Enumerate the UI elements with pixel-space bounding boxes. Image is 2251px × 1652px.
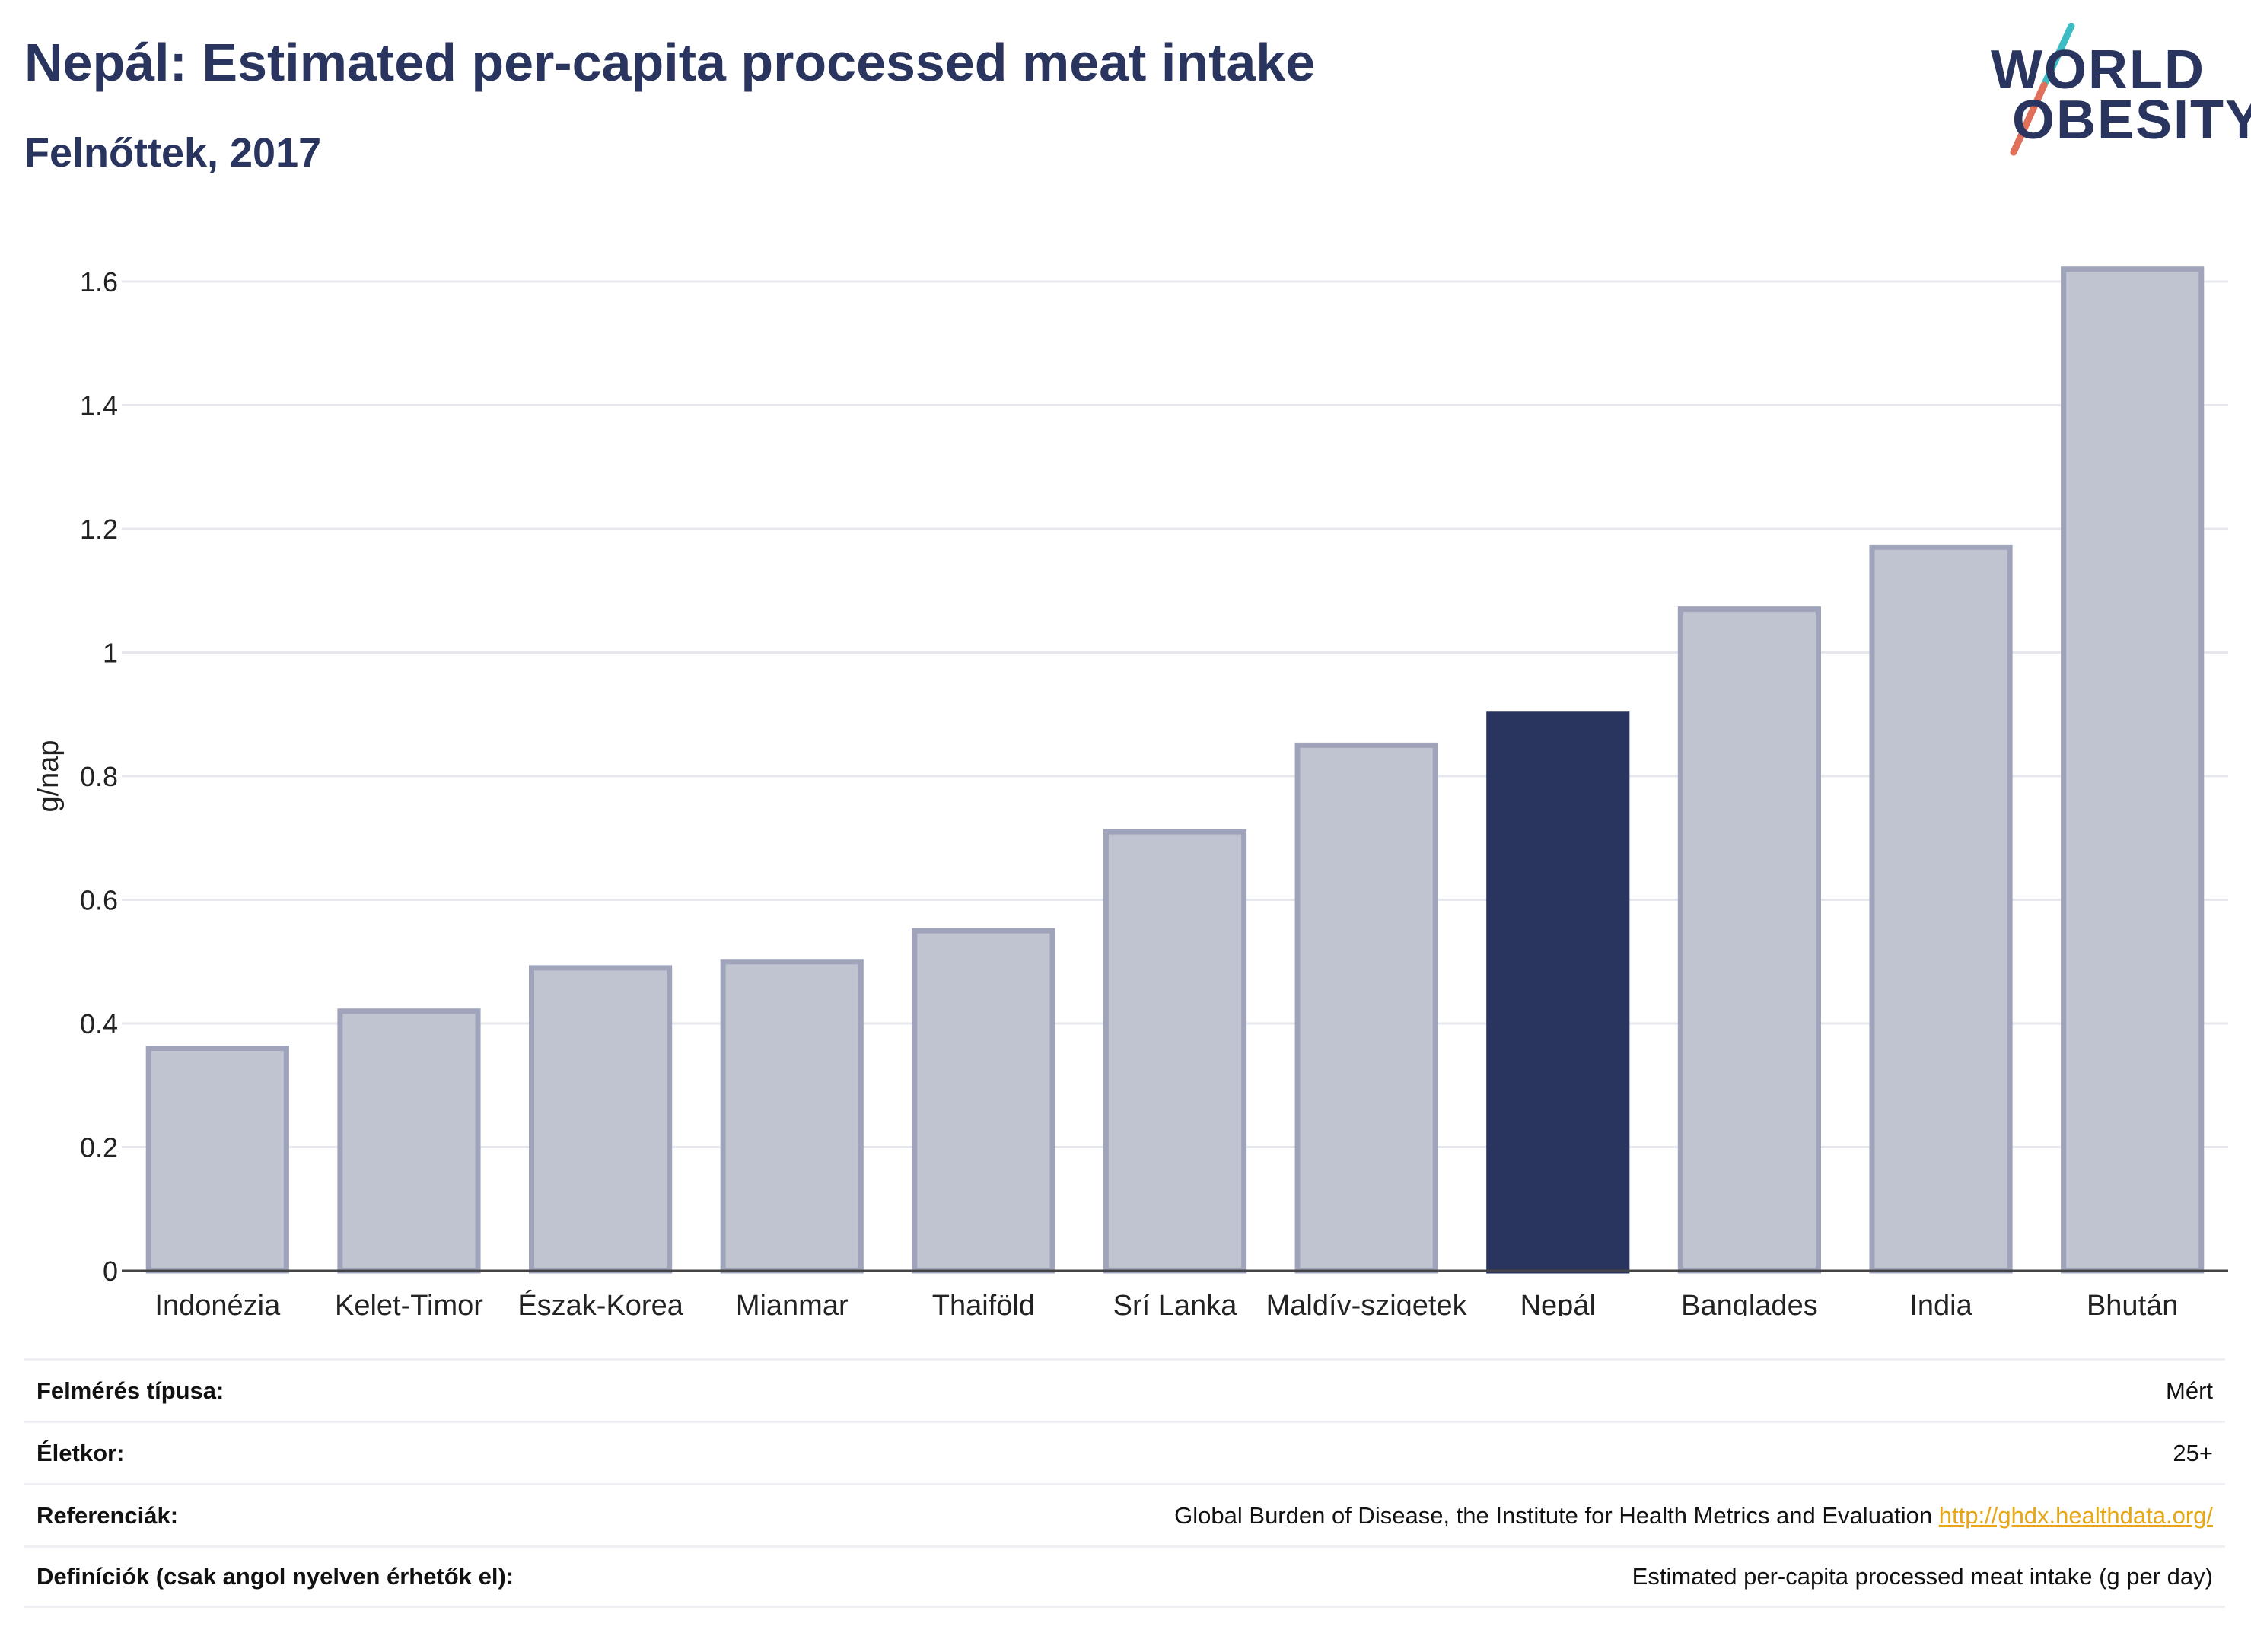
- references-value-wrap: Global Burden of Disease, the Institute …: [1174, 1502, 2213, 1529]
- x-tick-label: Nepál: [1520, 1290, 1596, 1316]
- bar: [1294, 742, 1438, 1274]
- y-tick-label: 1: [103, 638, 118, 669]
- x-tick-label: Mianmar: [736, 1290, 849, 1316]
- x-tick-label: Srí Lanka: [1113, 1290, 1238, 1316]
- bar: [1103, 829, 1247, 1274]
- y-tick-label: 0.4: [80, 1008, 118, 1039]
- x-tick-label: Észak-Korea: [517, 1289, 683, 1316]
- bar: [720, 959, 864, 1274]
- y-axis-title: g/nap: [33, 740, 65, 812]
- page-subtitle: Felnőttek, 2017: [24, 130, 322, 176]
- logo-text-obesity: OBESITY: [2012, 90, 2251, 151]
- info-row-age: Életkor: 25+: [24, 1421, 2225, 1483]
- y-tick-label: 0: [103, 1256, 118, 1287]
- x-tick-label: Bhután: [2087, 1290, 2178, 1316]
- bar: [1869, 544, 2013, 1274]
- references-label: Referenciák:: [37, 1501, 179, 1529]
- references-link[interactable]: http://ghdx.healthdata.org/: [1938, 1501, 2213, 1529]
- y-tick-label: 0.2: [80, 1132, 118, 1163]
- bar: [1677, 606, 1821, 1274]
- y-tick-label: 1.4: [80, 390, 118, 422]
- y-tick-label: 1.6: [80, 266, 118, 298]
- x-axis-labels: Indonézia Kelet-Timor Észak-Korea Mianmar Th…: [154, 1289, 2178, 1316]
- x-tick-label: Thaiföld: [932, 1290, 1035, 1316]
- bar: [145, 1046, 289, 1274]
- x-tick-label: India: [1909, 1290, 1972, 1316]
- info-row-survey-type: Felmérés típusa: Mért: [24, 1358, 2225, 1421]
- bar: [2061, 266, 2205, 1274]
- y-tick-label: 0.8: [80, 761, 118, 792]
- age-value: 25+: [2173, 1439, 2213, 1466]
- logo-text-world: WORLD: [1991, 40, 2205, 100]
- x-tick-label: Maldív-szigetek: [1266, 1290, 1468, 1316]
- world-obesity-logo: WORLD OBESITY: [1979, 23, 2251, 160]
- bar: [529, 965, 673, 1274]
- references-value: Global Burden of Disease, the Institute …: [1174, 1501, 1933, 1529]
- bars: [145, 266, 2205, 1274]
- page-title: Nepál: Estimated per-capita processed me…: [24, 33, 1316, 92]
- logo-slash-icon: [2010, 23, 2075, 156]
- definitions-label: Definíciók (csak angol nyelven érhetők e…: [37, 1563, 514, 1590]
- y-tick-label: 1.2: [80, 514, 118, 545]
- definitions-value: Estimated per-capita processed meat inta…: [1632, 1563, 2213, 1590]
- bar-highlight: [1486, 711, 1630, 1274]
- x-tick-label: Banglades: [1681, 1290, 1818, 1316]
- y-axis-ticks: 0 0.2 0.4 0.6 0.8 1 1.2 1.4 1.6: [80, 266, 118, 1287]
- bar: [912, 928, 1055, 1274]
- info-row-references: Referenciák: Global Burden of Disease, t…: [24, 1483, 2225, 1545]
- bar-chart: 0 0.2 0.4 0.6 0.8 1 1.2 1.4 1.6 Indonézia Kelet-T…: [33, 266, 2228, 1316]
- survey-type-label: Felmérés típusa:: [37, 1377, 224, 1404]
- x-tick-label: Kelet-Timor: [335, 1290, 483, 1316]
- info-row-definitions: Definíciók (csak angol nyelven érhetők e…: [24, 1545, 2225, 1608]
- y-tick-label: 0.6: [80, 885, 118, 916]
- info-table: Felmérés típusa: Mért Életkor: 25+ Refer…: [24, 1358, 2225, 1608]
- age-label: Életkor:: [37, 1439, 125, 1466]
- bar: [337, 1008, 481, 1274]
- x-tick-label: Indonézia: [154, 1290, 281, 1316]
- survey-type-value: Mért: [2166, 1377, 2213, 1404]
